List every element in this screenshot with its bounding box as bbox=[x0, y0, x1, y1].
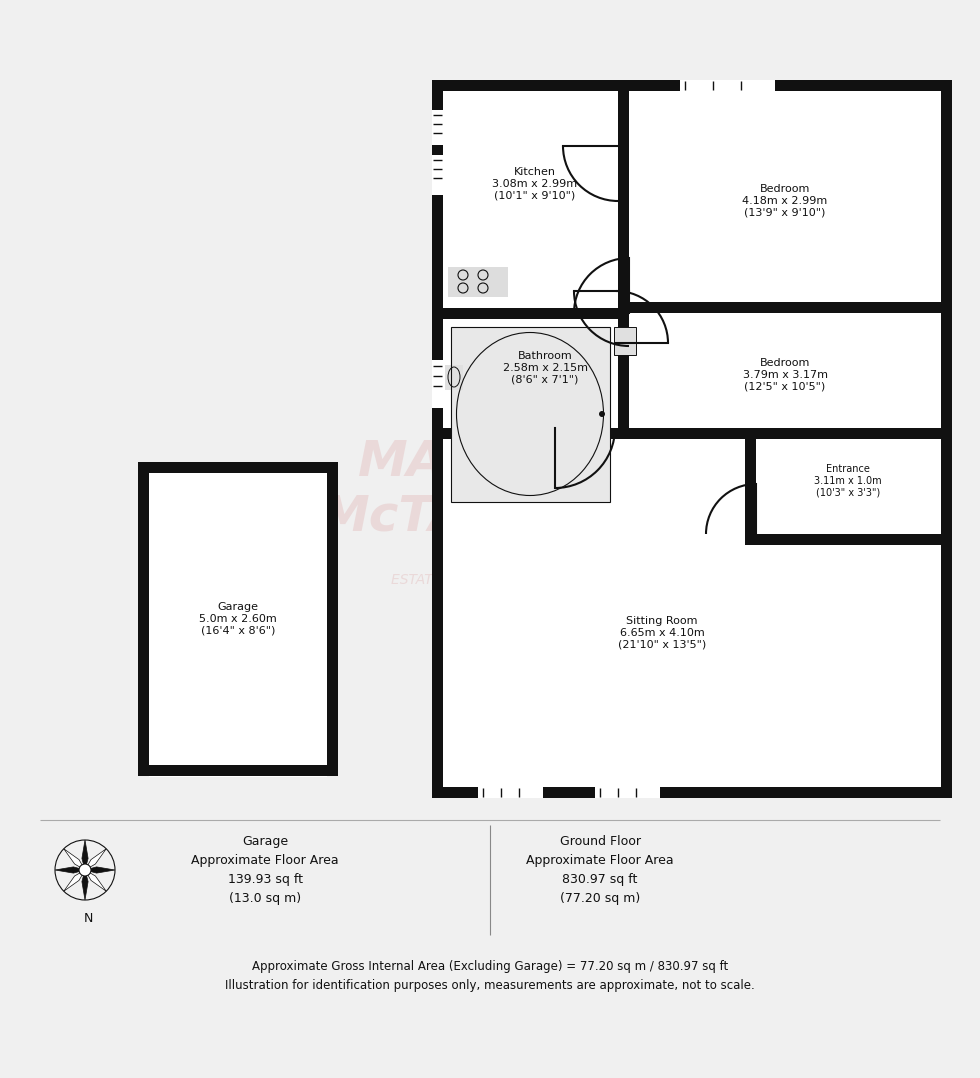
Bar bbox=[595, 787, 660, 798]
Polygon shape bbox=[82, 840, 88, 870]
Bar bbox=[138, 765, 338, 776]
Bar bbox=[149, 764, 327, 777]
Bar bbox=[451, 327, 610, 502]
Bar bbox=[451, 327, 610, 502]
Polygon shape bbox=[85, 867, 115, 873]
Bar bbox=[448, 267, 508, 298]
Bar bbox=[432, 308, 623, 319]
Bar bbox=[614, 327, 636, 355]
Polygon shape bbox=[64, 848, 85, 870]
Bar bbox=[618, 91, 631, 151]
Bar bbox=[432, 80, 952, 798]
Bar bbox=[745, 433, 756, 539]
Text: Bedroom
4.18m x 2.99m
(13'9" x 9'10"): Bedroom 4.18m x 2.99m (13'9" x 9'10") bbox=[743, 184, 828, 218]
Bar bbox=[614, 327, 636, 355]
Bar bbox=[432, 110, 443, 146]
Bar bbox=[623, 302, 952, 313]
Text: N: N bbox=[83, 912, 93, 925]
Text: Garage
5.0m x 2.60m
(16'4" x 8'6"): Garage 5.0m x 2.60m (16'4" x 8'6") bbox=[199, 603, 277, 636]
Bar bbox=[432, 80, 443, 798]
Text: Approximate Gross Internal Area (Excluding Garage) = 77.20 sq m / 830.97 sq ft
I: Approximate Gross Internal Area (Excludi… bbox=[225, 960, 755, 992]
Text: Kitchen
3.08m x 2.99m
(10'1" x 9'10"): Kitchen 3.08m x 2.99m (10'1" x 9'10") bbox=[492, 167, 577, 201]
Bar bbox=[478, 787, 543, 798]
Text: Bedroom
3.79m x 3.17m
(12'5" x 10'5"): Bedroom 3.79m x 3.17m (12'5" x 10'5") bbox=[743, 358, 827, 391]
Bar bbox=[618, 80, 629, 433]
Text: Sitting Room
6.65m x 4.10m
(21'10" x 13'5"): Sitting Room 6.65m x 4.10m (21'10" x 13'… bbox=[617, 617, 707, 650]
Circle shape bbox=[79, 863, 91, 876]
Bar bbox=[680, 80, 775, 91]
Bar bbox=[745, 534, 952, 545]
Bar bbox=[432, 360, 443, 407]
Text: Ground Floor
Approximate Floor Area
830.97 sq ft
(77.20 sq m): Ground Floor Approximate Floor Area 830.… bbox=[526, 835, 674, 906]
Bar bbox=[443, 428, 503, 441]
Bar bbox=[138, 462, 338, 473]
Bar bbox=[432, 428, 952, 439]
Bar bbox=[553, 308, 608, 321]
Polygon shape bbox=[85, 870, 106, 892]
Bar bbox=[327, 462, 338, 776]
Polygon shape bbox=[85, 848, 106, 870]
Text: Bathroom
2.58m x 2.15m
(8'6" x 7'1"): Bathroom 2.58m x 2.15m (8'6" x 7'1") bbox=[503, 351, 587, 385]
Bar bbox=[138, 462, 149, 776]
Circle shape bbox=[599, 411, 605, 417]
Bar bbox=[745, 479, 758, 534]
Polygon shape bbox=[82, 870, 88, 900]
Polygon shape bbox=[64, 870, 85, 892]
Text: Entrance
3.11m x 1.0m
(10'3" x 3'3"): Entrance 3.11m x 1.0m (10'3" x 3'3") bbox=[814, 465, 882, 498]
Text: Garage
Approximate Floor Area
139.93 sq ft
(13.0 sq m): Garage Approximate Floor Area 139.93 sq … bbox=[191, 835, 339, 906]
Bar bbox=[432, 155, 443, 195]
Bar bbox=[510, 428, 575, 441]
Bar bbox=[555, 428, 615, 441]
Polygon shape bbox=[55, 867, 85, 873]
Bar bbox=[432, 80, 952, 91]
Text: MANSELL
McTAGGART: MANSELL McTAGGART bbox=[320, 438, 660, 542]
Bar bbox=[138, 462, 338, 776]
Text: ESTATE AGENTS SINCE 1947: ESTATE AGENTS SINCE 1947 bbox=[391, 573, 589, 588]
Bar bbox=[432, 787, 952, 798]
Bar bbox=[941, 80, 952, 798]
Bar bbox=[618, 340, 631, 395]
Bar bbox=[445, 365, 463, 390]
